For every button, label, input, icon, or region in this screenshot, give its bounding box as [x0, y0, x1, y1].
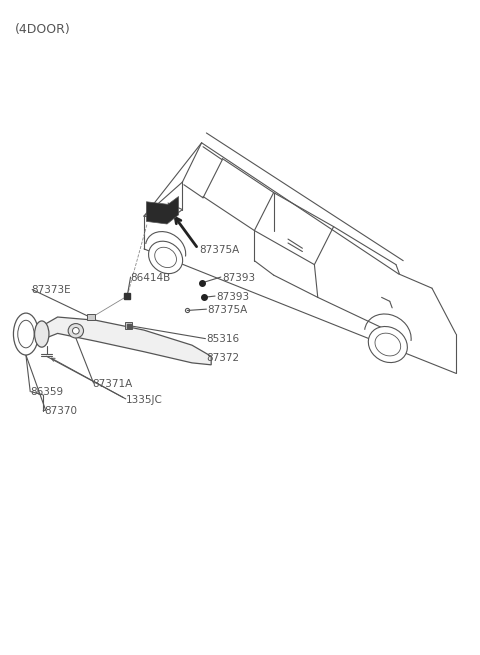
Text: 87373E: 87373E — [31, 285, 71, 295]
Text: 1335JC: 1335JC — [126, 394, 163, 405]
Ellipse shape — [149, 241, 182, 274]
Ellipse shape — [72, 328, 79, 334]
Text: 87372: 87372 — [206, 352, 240, 363]
Ellipse shape — [375, 333, 401, 356]
Bar — [125, 322, 132, 329]
Polygon shape — [146, 196, 179, 224]
Bar — [87, 314, 95, 320]
Text: 86359: 86359 — [30, 387, 63, 398]
Ellipse shape — [18, 320, 34, 348]
Ellipse shape — [368, 326, 408, 363]
Text: 87393: 87393 — [216, 291, 249, 302]
Text: 87370: 87370 — [45, 405, 78, 416]
Text: 87375A: 87375A — [207, 305, 248, 315]
Text: 85316: 85316 — [206, 334, 240, 345]
Text: 87375A: 87375A — [199, 245, 240, 255]
PathPatch shape — [39, 317, 211, 365]
Ellipse shape — [13, 313, 38, 355]
Text: (4DOOR): (4DOOR) — [14, 23, 70, 36]
Text: 86414B: 86414B — [131, 272, 171, 283]
Text: 87393: 87393 — [222, 272, 255, 283]
Ellipse shape — [35, 321, 49, 347]
Text: 87371A: 87371A — [93, 379, 133, 389]
Ellipse shape — [68, 324, 84, 338]
Ellipse shape — [155, 247, 177, 268]
